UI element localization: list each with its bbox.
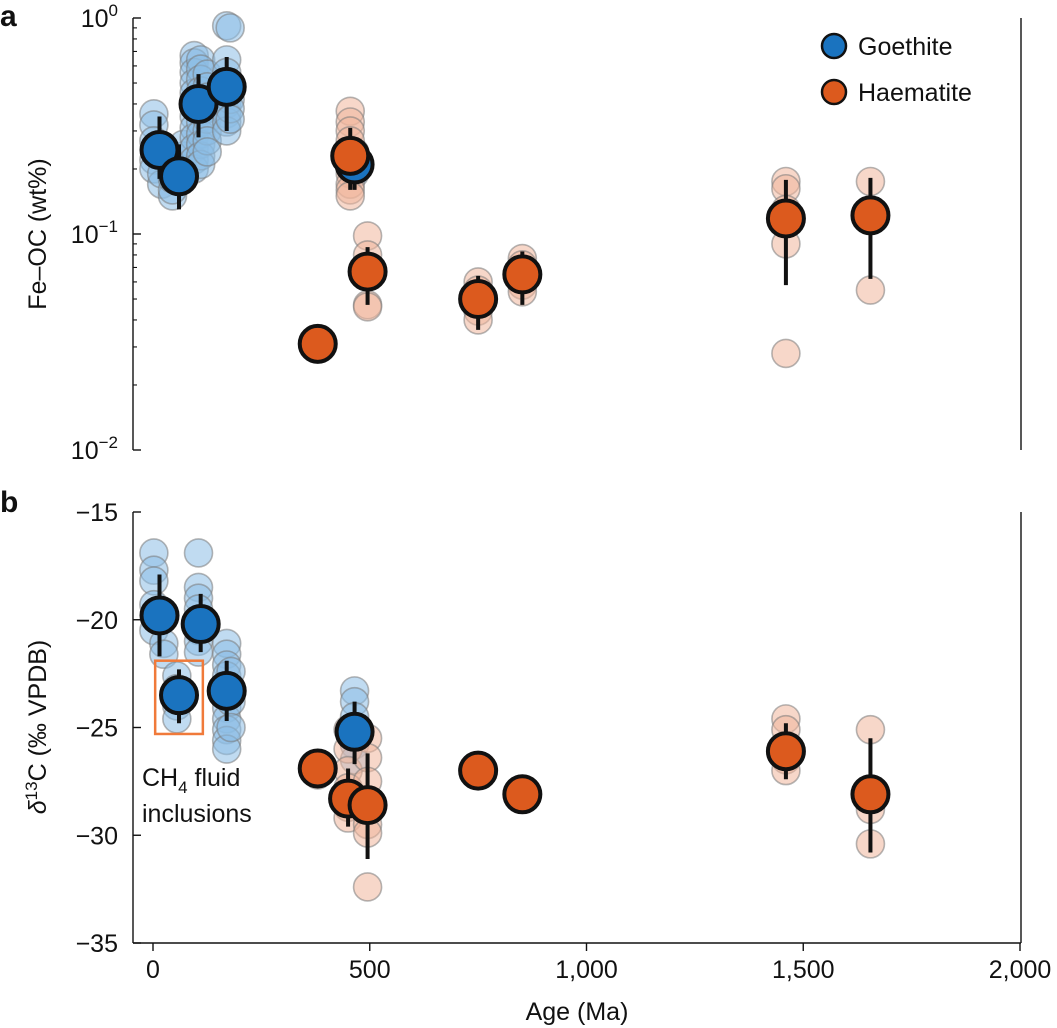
haematite-mean-point — [502, 774, 543, 815]
haematite-sample-point — [352, 872, 383, 902]
legend: Goethite Haematite — [820, 32, 972, 107]
y-tick-label: −20 — [76, 607, 118, 635]
haematite-mean-point — [765, 731, 806, 772]
y-tick-label: −15 — [76, 499, 118, 527]
haematite-mean-point — [347, 785, 388, 826]
panel-b-y-axis-title: δ13C (‰ VPDB) — [22, 640, 52, 815]
panel-a-y-axis-title: Fe–OC (wt%) — [24, 158, 52, 309]
panel-b: b −15 −20 −25 −30 −35 0 500 1,000 1,500 2,000 δ1… — [0, 486, 1051, 1026]
haematite-mean-point — [458, 279, 499, 320]
haematite-mean-point — [347, 251, 388, 292]
panel-a-means — [139, 56, 891, 364]
x-tick-label: 1,500 — [772, 956, 835, 984]
goethite-mean-point — [180, 604, 221, 645]
haematite-mean-point — [850, 195, 891, 236]
ch4-annotation-line2: inclusions — [142, 800, 252, 828]
goethite-sample-point — [183, 538, 214, 568]
ch4-annotation-line1: CH4 fluid — [142, 764, 240, 797]
legend-goethite-marker — [820, 32, 848, 60]
haematite-mean-point — [502, 254, 543, 295]
panel-b-samples — [139, 538, 886, 902]
panel-a: a 100 10−1 10−2 Fe–OC (wt%) Goethite Haema… — [0, 0, 1022, 465]
goethite-sample-point — [192, 137, 222, 167]
y-tick-label: 10−1 — [71, 217, 118, 249]
haematite-mean-point — [297, 748, 338, 789]
panel-b-x-ticks: 0 500 1,000 1,500 2,000 — [146, 943, 1051, 984]
x-tick-label: 1,000 — [555, 956, 618, 984]
panel-b-letter: b — [0, 486, 18, 519]
haematite-sample-point — [855, 275, 886, 305]
goethite-sample-point — [215, 104, 245, 135]
haematite-mean-point — [297, 323, 338, 364]
x-tick-label: 500 — [349, 956, 391, 984]
panel-a-samples — [139, 11, 886, 369]
haematite-mean-point — [330, 135, 371, 176]
y-tick-label: −30 — [76, 822, 118, 850]
panel-a-letter: a — [0, 0, 17, 33]
goethite-mean-point — [139, 595, 180, 636]
goethite-mean-point — [159, 675, 200, 716]
y-tick-label: 100 — [81, 1, 118, 33]
goethite-mean-point — [139, 129, 180, 170]
legend-haematite-marker — [820, 78, 848, 106]
goethite-mean-point — [206, 66, 247, 107]
haematite-mean-point — [458, 750, 499, 791]
ch4-inclusions-box — [153, 659, 205, 736]
y-tick-label: −35 — [76, 930, 118, 958]
panel-a-y-ticks: 100 10−1 10−2 — [71, 1, 141, 465]
haematite-mean-point — [850, 774, 891, 815]
haematite-sample-point — [771, 338, 801, 369]
x-tick-label: 0 — [146, 956, 160, 984]
x-tick-label: 2,000 — [989, 956, 1052, 984]
panel-b-x-axis-title: Age (Ma) — [526, 998, 629, 1026]
goethite-sample-point — [215, 13, 245, 43]
goethite-sample-point — [216, 712, 246, 743]
haematite-mean-point — [765, 198, 806, 239]
y-tick-label: −25 — [76, 715, 118, 743]
legend-goethite-label: Goethite — [858, 33, 953, 61]
goethite-mean-point — [159, 156, 200, 197]
y-tick-label: 10−2 — [71, 433, 118, 465]
goethite-mean-point — [206, 670, 247, 711]
goethite-mean-point — [334, 711, 375, 752]
panel-b-y-ticks: −15 −20 −25 −30 −35 — [76, 499, 141, 958]
panel-b-means — [139, 574, 891, 859]
legend-haematite-label: Haematite — [858, 79, 972, 107]
